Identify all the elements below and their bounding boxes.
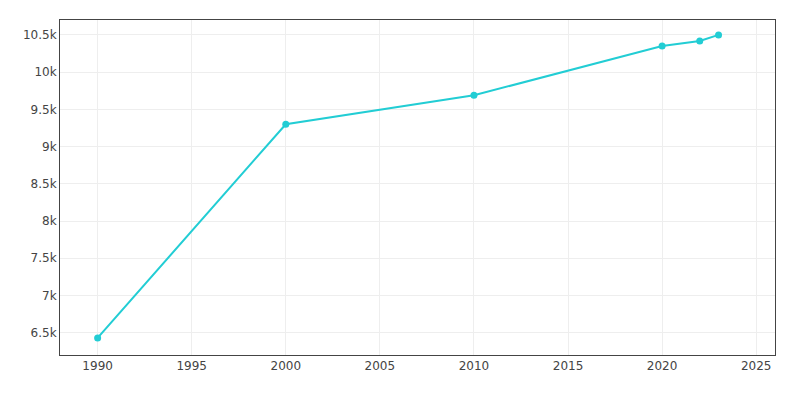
svg-text:2000: 2000	[271, 359, 302, 373]
svg-text:7.5k: 7.5k	[31, 251, 57, 265]
svg-text:2010: 2010	[459, 359, 490, 373]
svg-text:2025: 2025	[741, 359, 772, 373]
svg-text:10.5k: 10.5k	[23, 28, 57, 42]
svg-text:6.5k: 6.5k	[31, 326, 57, 340]
svg-text:1995: 1995	[176, 359, 207, 373]
svg-text:2015: 2015	[553, 359, 584, 373]
svg-text:7k: 7k	[42, 289, 57, 303]
svg-text:8.5k: 8.5k	[31, 177, 57, 191]
svg-text:9k: 9k	[42, 140, 57, 154]
svg-text:8k: 8k	[42, 214, 57, 228]
svg-text:10k: 10k	[34, 65, 56, 79]
svg-text:1990: 1990	[82, 359, 113, 373]
svg-text:9.5k: 9.5k	[31, 103, 57, 117]
svg-text:2020: 2020	[647, 359, 678, 373]
svg-text:2005: 2005	[365, 359, 396, 373]
